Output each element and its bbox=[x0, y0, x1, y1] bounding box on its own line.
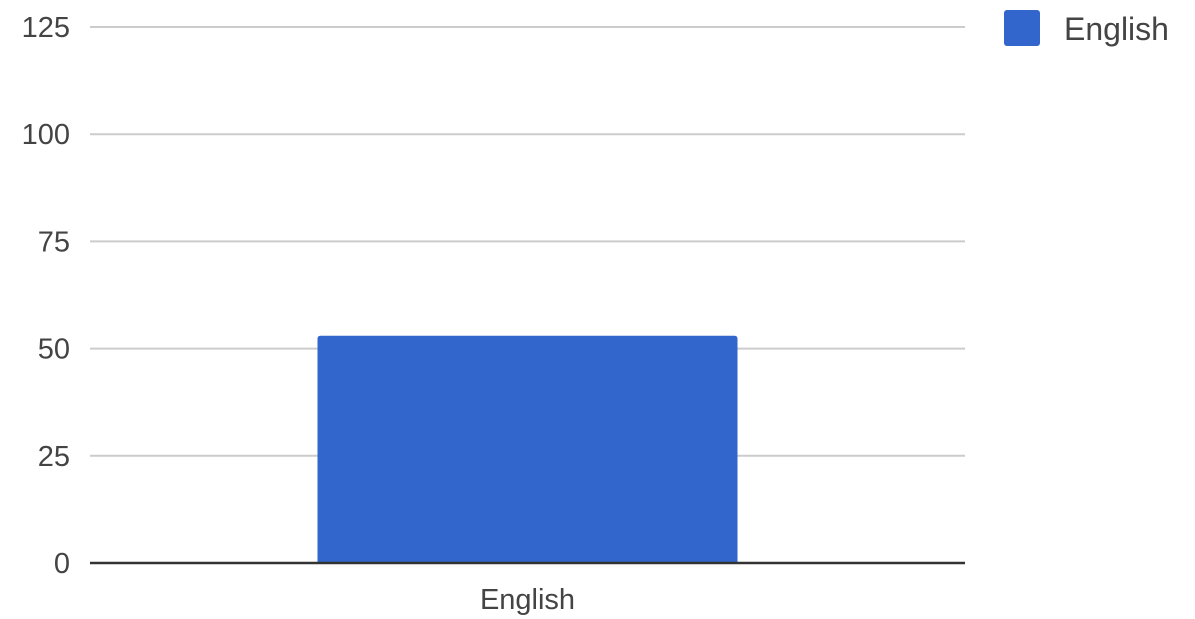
legend-label-english: English bbox=[1064, 11, 1169, 47]
gridlines bbox=[90, 26, 965, 457]
y-tick-label: 125 bbox=[22, 12, 70, 44]
y-tick-label: 0 bbox=[54, 548, 70, 580]
bars bbox=[317, 335, 738, 563]
bar-english[interactable] bbox=[317, 335, 738, 563]
legend[interactable]: English bbox=[1004, 10, 1169, 47]
y-tick-label: 25 bbox=[38, 441, 70, 473]
legend-swatch-english bbox=[1004, 10, 1040, 46]
y-tick-label: 75 bbox=[38, 226, 70, 258]
y-tick-label: 50 bbox=[38, 334, 70, 366]
y-axis-ticks: 0 25 50 75 100 125 bbox=[22, 12, 70, 580]
y-tick-label: 100 bbox=[22, 119, 70, 151]
x-axis-ticks: English bbox=[480, 584, 575, 616]
x-tick-label: English bbox=[480, 584, 575, 616]
